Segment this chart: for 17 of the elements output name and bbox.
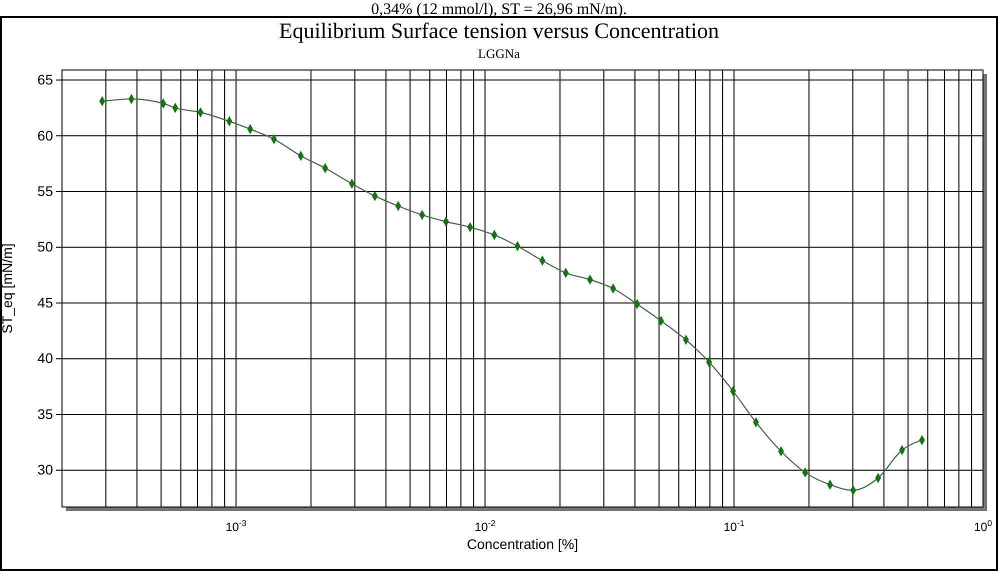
- y-axis-title: ST_eq [mN/m]: [0, 243, 15, 334]
- x-tick-label: 10$^{0}$: [974, 518, 992, 534]
- x-tick-label: 10$^{-2}$: [474, 518, 496, 534]
- y-tick-label: 60: [37, 127, 54, 144]
- x-tick-label: 10$^{-1}$: [724, 518, 745, 534]
- y-tick-label: 35: [37, 406, 54, 422]
- y-tick-label: 40: [37, 350, 54, 366]
- y-tick-label: 50: [37, 238, 54, 255]
- chart-subtitle: LGGNa: [478, 46, 520, 61]
- chart-title: Equilibrium Surface tension versus Concentration: [279, 18, 719, 43]
- text: 0,34% (12 mmol/l), ST = 26,96 mN/m).: [371, 1, 627, 18]
- y-tick-label: 65: [37, 72, 54, 88]
- x-tick-label: 10$^{-3}$: [226, 518, 247, 534]
- y-tick-label: 45: [37, 294, 54, 310]
- y-tick-label: 30: [37, 462, 54, 478]
- y-tick-label: 55: [37, 182, 54, 199]
- x-axis-title: Concentration [%]: [466, 536, 578, 552]
